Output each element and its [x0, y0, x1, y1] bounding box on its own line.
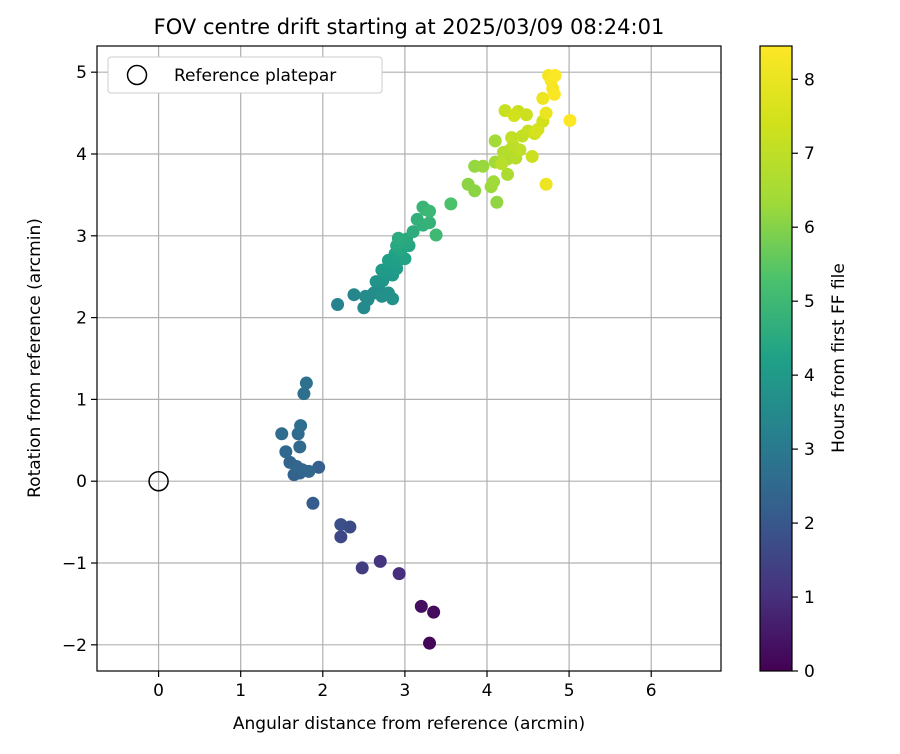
data-point	[525, 149, 539, 163]
x-tick-label: 6	[646, 681, 657, 701]
data-point	[414, 599, 428, 613]
y-axis-ticks: −2 −1 0 1 2 3 4 5	[62, 63, 97, 656]
data-point	[294, 419, 308, 433]
data-points	[275, 68, 577, 650]
data-point	[306, 496, 320, 510]
data-point	[343, 520, 357, 534]
colorbar-tick-label: 8	[804, 70, 815, 90]
data-point	[487, 175, 501, 189]
plot-frame	[96, 45, 722, 672]
data-point	[468, 184, 482, 198]
y-tick-label: −2	[62, 636, 87, 656]
x-tick-label: 4	[482, 681, 493, 701]
data-point	[392, 567, 406, 581]
data-point	[347, 288, 361, 302]
x-tick-label: 1	[235, 681, 246, 701]
data-point	[299, 376, 313, 390]
colorbar-tick-label: 7	[804, 144, 815, 164]
data-point	[513, 143, 527, 157]
data-point	[331, 298, 345, 312]
x-axis-ticks: 0 1 2 3 4 5 6	[153, 671, 657, 701]
data-point	[427, 605, 441, 619]
data-point	[423, 636, 437, 650]
x-tick-label: 5	[564, 681, 575, 701]
data-point	[293, 440, 307, 454]
y-tick-label: 1	[76, 390, 87, 410]
colorbar-tick-label: 3	[804, 440, 815, 460]
data-point	[539, 177, 553, 191]
data-point	[429, 228, 443, 242]
data-point	[507, 109, 521, 123]
y-tick-label: 3	[76, 227, 87, 247]
x-tick-label: 3	[399, 681, 410, 701]
colorbar-gradient	[759, 45, 793, 672]
y-axis-label: Rotation from reference (arcmin)	[25, 218, 45, 498]
data-point	[529, 124, 543, 138]
data-point	[386, 292, 400, 306]
y-tick-label: 2	[76, 309, 87, 329]
data-point	[505, 131, 519, 145]
colorbar-label: Hours from first FF file	[829, 263, 849, 453]
x-tick-label: 0	[153, 681, 164, 701]
reference-marker	[148, 470, 169, 492]
data-point	[279, 445, 293, 459]
data-point	[373, 554, 387, 568]
data-point	[539, 106, 553, 120]
colorbar-tick-label: 6	[804, 218, 815, 238]
x-tick-label: 2	[317, 681, 328, 701]
y-tick-label: 5	[76, 63, 87, 83]
data-point	[476, 159, 490, 173]
data-point	[423, 204, 437, 218]
data-point	[490, 195, 504, 209]
data-point	[444, 197, 458, 211]
data-point	[355, 561, 369, 575]
legend: Reference platepar	[107, 56, 383, 94]
colorbar-ticks: 0 1 2 3 4 5 6 7 8	[792, 70, 815, 682]
data-point	[563, 113, 577, 127]
data-point	[501, 167, 515, 181]
data-point	[519, 108, 533, 122]
grid	[97, 46, 721, 671]
reference-marker-group	[148, 470, 169, 492]
data-point	[334, 530, 348, 544]
chart-title: FOV centre drift starting at 2025/03/09 …	[154, 15, 665, 39]
colorbar: 0 1 2 3 4 5 6 7 8 Hours from first FF file	[759, 45, 849, 682]
data-point	[312, 460, 326, 474]
colorbar-tick-label: 5	[804, 292, 815, 312]
colorbar-tick-label: 2	[804, 514, 815, 534]
legend-box	[107, 56, 383, 94]
data-point	[391, 231, 405, 245]
data-point	[488, 134, 502, 148]
data-point	[423, 216, 437, 230]
data-point	[548, 68, 562, 82]
data-point	[275, 427, 289, 441]
data-point	[302, 464, 316, 478]
colorbar-tick-label: 0	[804, 662, 815, 682]
y-tick-label: −1	[62, 554, 87, 574]
data-point	[547, 87, 561, 101]
x-axis-label: Angular distance from reference (arcmin)	[233, 714, 585, 734]
colorbar-tick-label: 4	[804, 366, 815, 386]
colorbar-tick-label: 1	[804, 588, 815, 608]
data-point	[536, 91, 550, 105]
data-point	[406, 225, 420, 239]
y-tick-label: 0	[76, 472, 87, 492]
legend-marker-icon	[126, 64, 148, 86]
data-point	[297, 387, 311, 401]
y-tick-label: 4	[76, 145, 87, 165]
data-point	[495, 157, 509, 171]
legend-entry-label: Reference platepar	[174, 66, 336, 86]
